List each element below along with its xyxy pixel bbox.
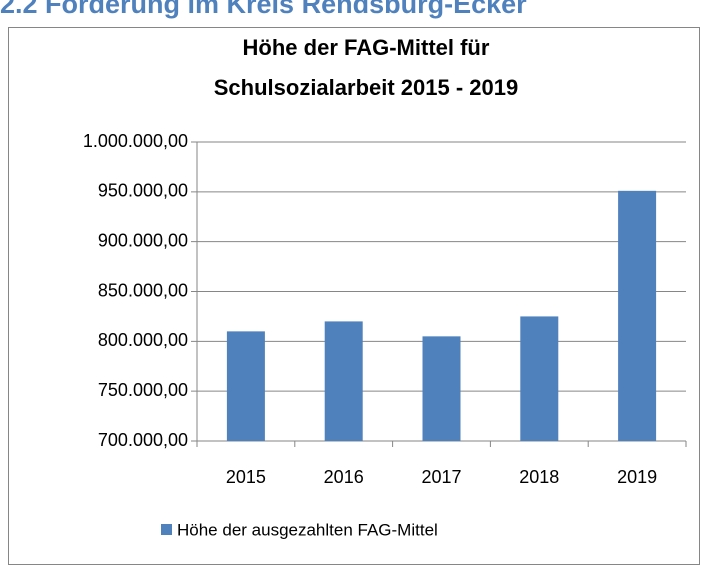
bar (422, 336, 461, 441)
bar (520, 316, 559, 441)
page-heading: 2.2 Förderung im Kreis Rendsburg-Ecker (0, 0, 527, 19)
y-tick-label: 950.000,00 (98, 181, 188, 201)
y-tick-label: 700.000,00 (98, 430, 188, 450)
bar (226, 331, 265, 441)
legend-swatch (161, 524, 172, 535)
bar (618, 190, 657, 441)
x-tick-label: 2016 (324, 467, 364, 487)
y-tick-label: 1.000.000,00 (83, 131, 188, 151)
x-tick-label: 2019 (617, 467, 657, 487)
y-tick-label: 900.000,00 (98, 230, 188, 250)
bar (324, 321, 363, 441)
y-tick-label: 800.000,00 (98, 330, 188, 350)
x-tick-label: 2018 (519, 467, 559, 487)
chart-title: Höhe der FAG-Mittel für (243, 35, 490, 60)
y-tick-label: 750.000,00 (98, 380, 188, 400)
chart-frame (8, 27, 700, 565)
x-tick-label: 2015 (226, 467, 266, 487)
y-tick-label: 850.000,00 (98, 280, 188, 300)
chart-title: Schulsozialarbeit 2015 - 2019 (214, 75, 519, 100)
x-tick-label: 2017 (421, 467, 461, 487)
legend-label: Höhe der ausgezahlten FAG-Mittel (177, 520, 438, 539)
